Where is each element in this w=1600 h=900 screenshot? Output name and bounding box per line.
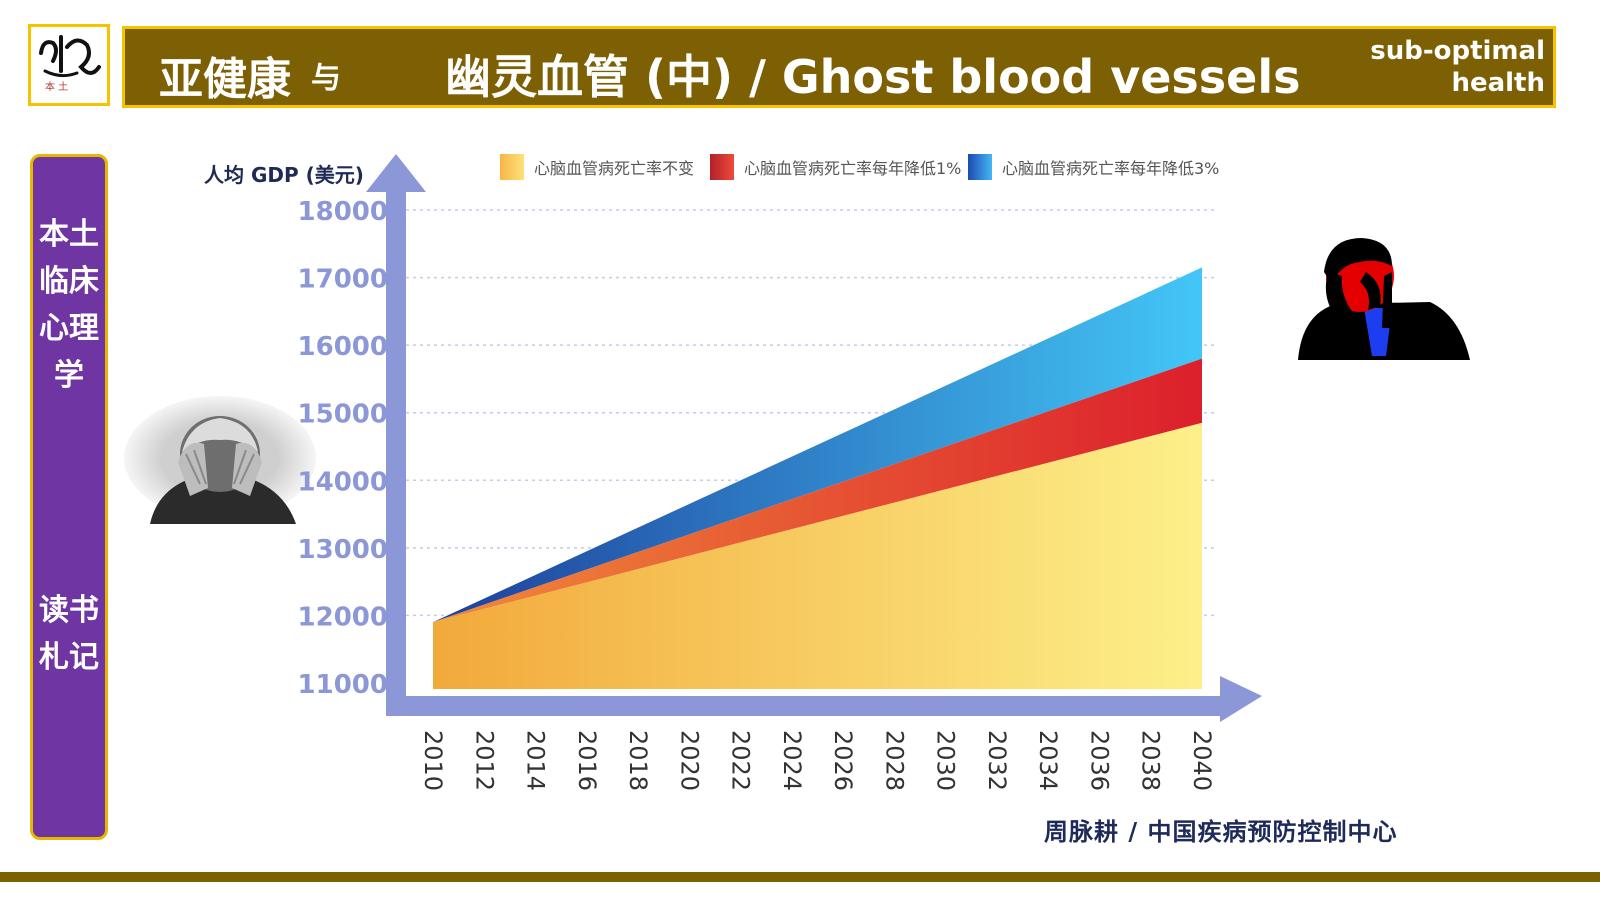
logo: 本 土 <box>28 24 110 106</box>
y-axis-arrow <box>366 154 426 192</box>
x-tick-label: 2034 <box>1034 730 1062 791</box>
gdp-area-chart: 11000 12000 13000 14000 15000 16000 17000 18000… <box>204 154 1262 791</box>
title-and: 与 <box>311 61 341 96</box>
stressed-person-photo <box>124 396 316 524</box>
x-tick-label: 2016 <box>573 730 601 791</box>
y-tick-label: 14000 <box>298 467 388 497</box>
sick-person-photo <box>1298 238 1470 360</box>
x-tick-label: 2020 <box>675 730 703 791</box>
x-tick-label: 2032 <box>983 730 1011 791</box>
credit-text: 周脉耕 / 中国疾病预防控制中心 <box>1044 817 1398 846</box>
y-tick-label: 11000 <box>298 670 388 700</box>
x-tick-label: 2022 <box>727 730 755 791</box>
title-banner: 亚健康 与 幽灵血管 (中) / Ghost blood vessels sub… <box>122 26 1556 108</box>
x-tick-label: 2040 <box>1188 730 1216 791</box>
x-tick-label: 2010 <box>419 730 447 791</box>
y-tick-labels: 11000 12000 13000 14000 15000 16000 17000 18000 <box>298 197 388 700</box>
legend-swatch <box>710 154 734 180</box>
area-series-1pct <box>433 358 1202 623</box>
y-tick-label: 13000 <box>298 535 388 565</box>
title-cn: 亚健康 <box>159 54 291 105</box>
y-axis-label: 人均 GDP (美元) <box>204 163 364 187</box>
x-tick-label: 2012 <box>470 730 498 791</box>
y-tick-label: 12000 <box>298 602 388 632</box>
y-tick-label: 15000 <box>298 400 388 430</box>
x-tick-label: 2014 <box>522 730 550 791</box>
legend: 心脑血管病死亡率不变 心脑血管病死亡率每年降低1% 心脑血管病死亡率每年降低3% <box>500 154 1219 180</box>
logo-calligraphy-icon <box>39 35 101 78</box>
sidebar-line2: 读书札记 <box>39 593 99 675</box>
x-tick-labels: 2010 2012 2014 2016 2018 2020 2022 2024 2026 2028… <box>419 730 1216 791</box>
x-tick-label: 2030 <box>932 730 960 791</box>
bottom-bar <box>0 872 1600 882</box>
area-series-constant <box>433 422 1202 689</box>
sidebar-banner: 本土临床心理学 读书札记 <box>30 154 108 840</box>
title-en: sub-optimal health <box>1370 36 1545 98</box>
y-tick-label: 17000 <box>298 265 388 295</box>
legend-swatch <box>968 154 992 180</box>
x-axis-arrow <box>1220 676 1262 722</box>
x-tick-label: 2018 <box>624 730 652 791</box>
area-series <box>433 267 1202 689</box>
x-tick-label: 2038 <box>1137 730 1165 791</box>
x-tick-label: 2026 <box>829 730 857 791</box>
area-series-3pct <box>433 267 1202 623</box>
legend-label: 心脑血管病死亡率每年降低3% <box>1002 159 1219 178</box>
y-tick-label: 16000 <box>298 332 388 362</box>
sidebar-line1: 本土临床心理学 <box>39 217 99 393</box>
logo-small-text: 本 土 <box>45 82 69 93</box>
x-tick-label: 2024 <box>778 730 806 791</box>
title-main: 幽灵血管 (中) / Ghost blood vessels <box>445 50 1301 104</box>
y-tick-label: 18000 <box>298 197 388 227</box>
x-tick-label: 2036 <box>1085 730 1113 791</box>
legend-swatch <box>500 154 524 180</box>
legend-label: 心脑血管病死亡率每年降低1% <box>744 159 961 178</box>
x-tick-label: 2028 <box>880 730 908 791</box>
legend-label: 心脑血管病死亡率不变 <box>534 159 694 178</box>
